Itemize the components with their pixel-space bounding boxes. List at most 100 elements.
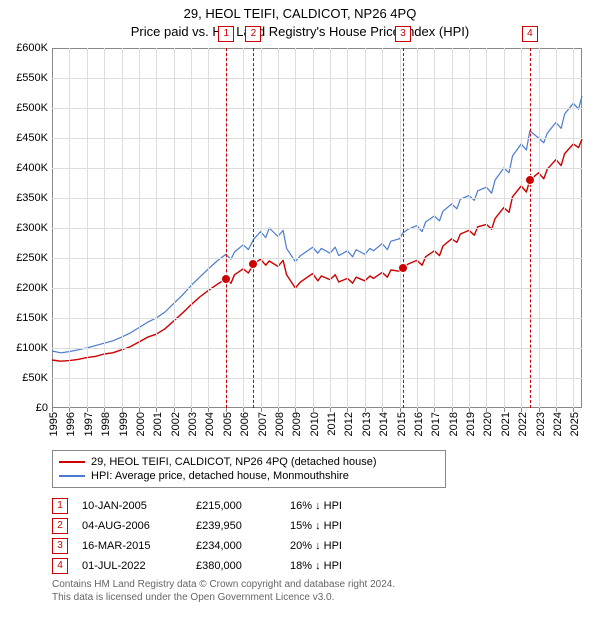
x-gridline: [295, 48, 296, 408]
sale-marker: [398, 263, 408, 273]
x-gridline: [104, 48, 105, 408]
x-gridline: [139, 48, 140, 408]
y-gridline: [52, 378, 582, 379]
sales-date: 04-AUG-2006: [82, 520, 182, 532]
y-tick-label: £400K: [0, 162, 52, 174]
sales-idx: 2: [52, 518, 68, 534]
x-tick-label: 2008: [274, 412, 286, 436]
y-tick-label: £50K: [0, 372, 52, 384]
footer-line-2: This data is licensed under the Open Gov…: [52, 591, 582, 604]
y-gridline: [52, 318, 582, 319]
sales-price: £380,000: [196, 560, 276, 572]
x-gridline: [87, 48, 88, 408]
y-gridline: [52, 108, 582, 109]
sale-marker: [248, 259, 258, 269]
x-tick-label: 2001: [152, 412, 164, 436]
sale-marker: [221, 274, 231, 284]
x-tick-label: 2004: [204, 412, 216, 436]
y-tick-label: £150K: [0, 312, 52, 324]
x-gridline: [347, 48, 348, 408]
x-gridline: [486, 48, 487, 408]
y-gridline: [52, 258, 582, 259]
x-gridline: [504, 48, 505, 408]
x-tick-label: 2016: [413, 412, 425, 436]
x-tick-label: 2014: [378, 412, 390, 436]
sales-date: 01-JUL-2022: [82, 560, 182, 572]
sales-price: £215,000: [196, 500, 276, 512]
x-tick-label: 2009: [291, 412, 303, 436]
sales-table-row: 316-MAR-2015£234,00020% ↓ HPI: [52, 536, 452, 556]
sale-marker-label: 1: [218, 26, 234, 42]
y-tick-label: £450K: [0, 132, 52, 144]
x-tick-label: 2012: [343, 412, 355, 436]
x-gridline: [122, 48, 123, 408]
chart-title: 29, HEOL TEIFI, CALDICOT, NP26 4PQ: [0, 0, 600, 22]
x-tick-label: 2002: [170, 412, 182, 436]
sale-vline: [226, 48, 227, 408]
x-tick-label: 2003: [187, 412, 199, 436]
y-gridline: [52, 198, 582, 199]
x-gridline: [382, 48, 383, 408]
x-gridline: [452, 48, 453, 408]
y-tick-label: £100K: [0, 342, 52, 354]
x-gridline: [365, 48, 366, 408]
x-gridline: [556, 48, 557, 408]
x-tick-label: 2017: [430, 412, 442, 436]
x-gridline: [174, 48, 175, 408]
sale-vline: [530, 48, 531, 408]
legend-label: HPI: Average price, detached house, Monm…: [91, 470, 349, 482]
x-tick-label: 2024: [552, 412, 564, 436]
sale-vline: [403, 48, 404, 408]
y-tick-label: £550K: [0, 72, 52, 84]
sales-diff: 15% ↓ HPI: [290, 520, 380, 532]
sale-marker-label: 4: [522, 26, 538, 42]
x-gridline: [243, 48, 244, 408]
series-line-property: [52, 139, 582, 361]
x-gridline: [521, 48, 522, 408]
x-tick-label: 2000: [135, 412, 147, 436]
x-gridline: [573, 48, 574, 408]
sale-marker-label: 3: [395, 26, 411, 42]
x-tick-label: 1998: [100, 412, 112, 436]
y-gridline: [52, 78, 582, 79]
legend-swatch: [59, 475, 85, 477]
y-gridline: [52, 348, 582, 349]
x-gridline: [434, 48, 435, 408]
y-tick-label: £500K: [0, 102, 52, 114]
sales-price: £234,000: [196, 540, 276, 552]
sales-table-row: 110-JAN-2005£215,00016% ↓ HPI: [52, 496, 452, 516]
x-tick-label: 1996: [65, 412, 77, 436]
sale-marker: [525, 175, 535, 185]
x-tick-label: 2011: [326, 412, 338, 436]
y-tick-label: £250K: [0, 252, 52, 264]
sales-price: £239,950: [196, 520, 276, 532]
x-tick-label: 1997: [83, 412, 95, 436]
sale-vline: [253, 48, 254, 408]
y-tick-label: £350K: [0, 192, 52, 204]
sales-date: 16-MAR-2015: [82, 540, 182, 552]
sales-idx: 1: [52, 498, 68, 514]
x-tick-label: 2005: [222, 412, 234, 436]
sales-diff: 20% ↓ HPI: [290, 540, 380, 552]
x-tick-label: 2025: [569, 412, 581, 436]
x-tick-label: 2023: [535, 412, 547, 436]
x-gridline: [261, 48, 262, 408]
sales-table-row: 401-JUL-2022£380,00018% ↓ HPI: [52, 556, 452, 576]
x-tick-label: 2022: [517, 412, 529, 436]
x-gridline: [191, 48, 192, 408]
y-tick-label: £0: [0, 402, 52, 414]
x-gridline: [313, 48, 314, 408]
x-tick-label: 2013: [361, 412, 373, 436]
x-gridline: [469, 48, 470, 408]
y-tick-label: £200K: [0, 282, 52, 294]
sales-diff: 18% ↓ HPI: [290, 560, 380, 572]
sales-table-row: 2 04-AUG-2006 £239,950 15% ↓ HPI: [52, 516, 452, 536]
y-gridline: [52, 138, 582, 139]
x-tick-label: 2006: [239, 412, 251, 436]
y-gridline: [52, 288, 582, 289]
y-gridline: [52, 228, 582, 229]
x-tick-label: 2018: [448, 412, 460, 436]
x-tick-label: 2007: [257, 412, 269, 436]
x-gridline: [400, 48, 401, 408]
chart-plot-area: £0£50K£100K£150K£200K£250K£300K£350K£400…: [52, 48, 582, 408]
